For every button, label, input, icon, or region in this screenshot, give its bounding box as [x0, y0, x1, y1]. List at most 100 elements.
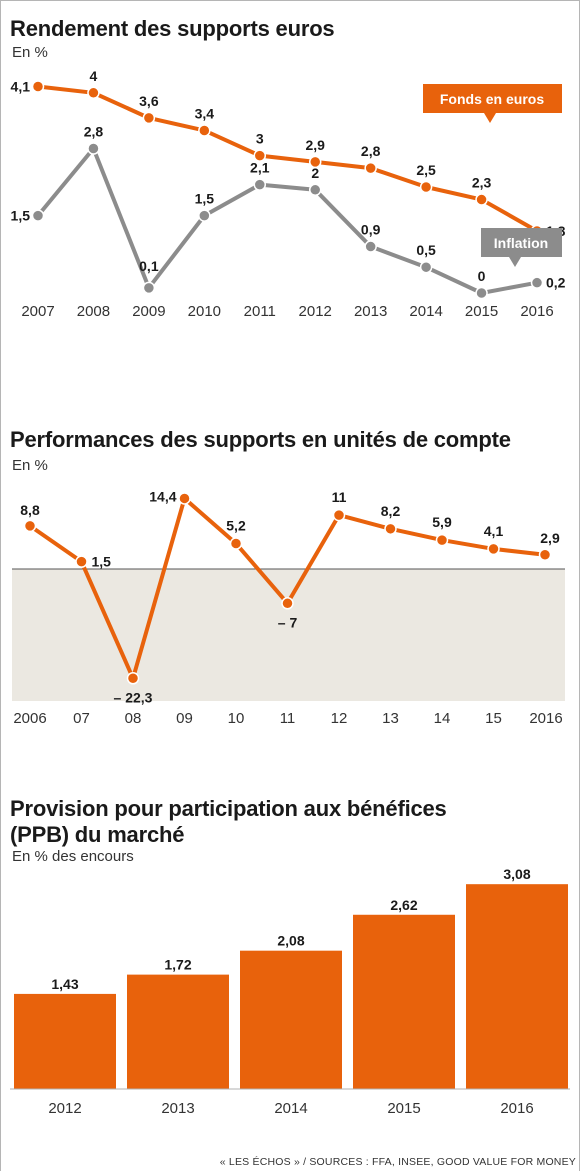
x-tick-label: 2010 [188, 303, 221, 320]
uc-value-label: 8,8 [20, 502, 40, 518]
x-tick-label: 13 [382, 710, 399, 727]
x-tick-label: 10 [228, 710, 245, 727]
fonds-euros-point [253, 149, 267, 162]
x-tick-label: 2015 [465, 303, 498, 320]
inflation-value-label: 1,5 [195, 191, 215, 207]
x-tick-label: 2008 [77, 303, 110, 320]
inflation-point [530, 276, 544, 289]
fonds-euros-value-label: 4 [90, 68, 98, 84]
inflation-value-label: 2 [311, 165, 319, 181]
x-tick-label: 2014 [274, 1100, 307, 1117]
x-tick-label: 14 [434, 710, 451, 727]
fonds-euros-value-label: 2,3 [472, 175, 492, 191]
inflation-point [253, 178, 267, 191]
x-tick-label: 2012 [48, 1100, 81, 1117]
x-tick-label: 2012 [299, 303, 332, 320]
x-tick-label: 2016 [529, 710, 562, 727]
negative-zone [12, 569, 565, 701]
inflation-line [36, 146, 538, 295]
legend-inflation-pointer [509, 257, 521, 267]
x-tick-label: 07 [73, 710, 90, 727]
legend-inflation-label: Inflation [494, 235, 548, 251]
legend-fonds-euros-label: Fonds en euros [440, 91, 544, 107]
fonds-euros-point [475, 193, 488, 206]
uc-value-label: – 22,3 [114, 689, 153, 705]
x-tick-label: 2007 [21, 303, 54, 320]
fonds-euros-value-label: 3,6 [139, 93, 159, 109]
x-tick-label: 15 [485, 710, 502, 727]
x-tick-label: 2013 [161, 1100, 194, 1117]
chart-ppb-title-line1: Provision pour participation aux bénéfic… [10, 796, 447, 821]
inflation-value-label: 0,9 [361, 222, 381, 238]
uc-point [435, 533, 449, 547]
x-tick-label: 08 [125, 710, 142, 727]
x-tick-label: 2006 [13, 710, 46, 727]
chart-uc-subtitle: En % [12, 457, 48, 474]
fonds-euros-value-label: 3,4 [195, 105, 215, 121]
inflation-value-label: 0,1 [139, 258, 159, 274]
uc-value-label: 1,5 [92, 554, 112, 570]
uc-point [229, 537, 243, 550]
chart-ppb-title-line2: (PPB) du marché [10, 822, 185, 847]
ppb-bar [240, 950, 342, 1089]
uc-value-label: 11 [332, 489, 347, 505]
inflation-value-label: 2,1 [250, 160, 270, 176]
ppb-value-label: 1,43 [51, 976, 78, 992]
inflation-point [87, 142, 100, 155]
uc-value-label: 5,2 [226, 518, 246, 534]
fonds-euros-value-label: 2,5 [416, 162, 436, 178]
legend-fonds-euros-box [423, 84, 562, 113]
inflation-value-label: 0 [478, 268, 486, 284]
legend-inflation-box [481, 228, 562, 257]
ppb-bar [466, 884, 568, 1089]
chart-euros-subtitle: En % [12, 44, 48, 61]
x-tick-label: 2009 [132, 303, 165, 320]
legend-fonds-euros-pointer [484, 113, 496, 123]
uc-point [538, 548, 552, 562]
ppb-value-label: 1,72 [164, 957, 191, 973]
uc-point [178, 492, 191, 505]
fonds-euros-line [37, 84, 538, 233]
fonds-euros-value-label: 4,1 [11, 79, 31, 95]
fonds-euros-value-label: 3 [256, 131, 264, 147]
fonds-euros-value-label: 2,8 [361, 143, 381, 159]
x-tick-label: 2016 [500, 1100, 533, 1117]
chart-euros: 2007 2008 2009 2010 2011 2012 2013 2014 2015 2016… [11, 68, 566, 320]
inflation-point [198, 209, 211, 222]
ppb-bar [353, 914, 455, 1089]
uc-value-label: 14,4 [149, 488, 176, 504]
uc-point [332, 508, 346, 522]
x-tick-label: 09 [176, 710, 193, 727]
uc-value-label: 4,1 [484, 523, 504, 539]
uc-value-label: 5,9 [432, 514, 452, 530]
uc-point [75, 555, 88, 568]
uc-point [126, 672, 140, 685]
fonds-euros-point [31, 80, 45, 93]
inflation-point [364, 240, 377, 253]
chart-uc: 2006 07 08 09 10 11 12 13 14 15 2016 8,8 1,5 – 22,3 14… [12, 488, 565, 727]
uc-value-label: 2,9 [540, 530, 560, 546]
chart-uc-title: Performances des supports en unités de c… [10, 427, 511, 452]
uc-value-label: – 7 [278, 614, 298, 630]
uc-point [487, 542, 500, 556]
fonds-euros-value-label: 2,9 [305, 137, 325, 153]
ppb-bar [14, 993, 116, 1089]
x-tick-label: 12 [331, 710, 348, 727]
fonds-euros-point [87, 86, 100, 100]
chart-euros-title: Rendement des supports euros [10, 16, 335, 41]
uc-point [23, 519, 37, 533]
fonds-euros-point [364, 161, 377, 175]
inflation-point [142, 281, 156, 295]
ppb-bar [127, 974, 229, 1089]
inflation-value-label: 1,5 [11, 208, 31, 224]
inflation-point [419, 260, 433, 274]
inflation-point [31, 209, 45, 222]
x-tick-label: 11 [280, 710, 296, 727]
inflation-value-label: 2,8 [84, 124, 104, 140]
x-tick-label: 2014 [409, 303, 442, 320]
source-note: « LES ÉCHOS » / SOURCES : FFA, INSEE, GO… [219, 1156, 576, 1168]
chart-ppb: 1,43 2012 1,72 2013 2,08 2014 2,62 2015 3,08 2016 [10, 866, 570, 1117]
ppb-value-label: 3,08 [503, 866, 530, 882]
fonds-euros-point [419, 180, 433, 194]
fonds-euros-point [142, 111, 156, 125]
